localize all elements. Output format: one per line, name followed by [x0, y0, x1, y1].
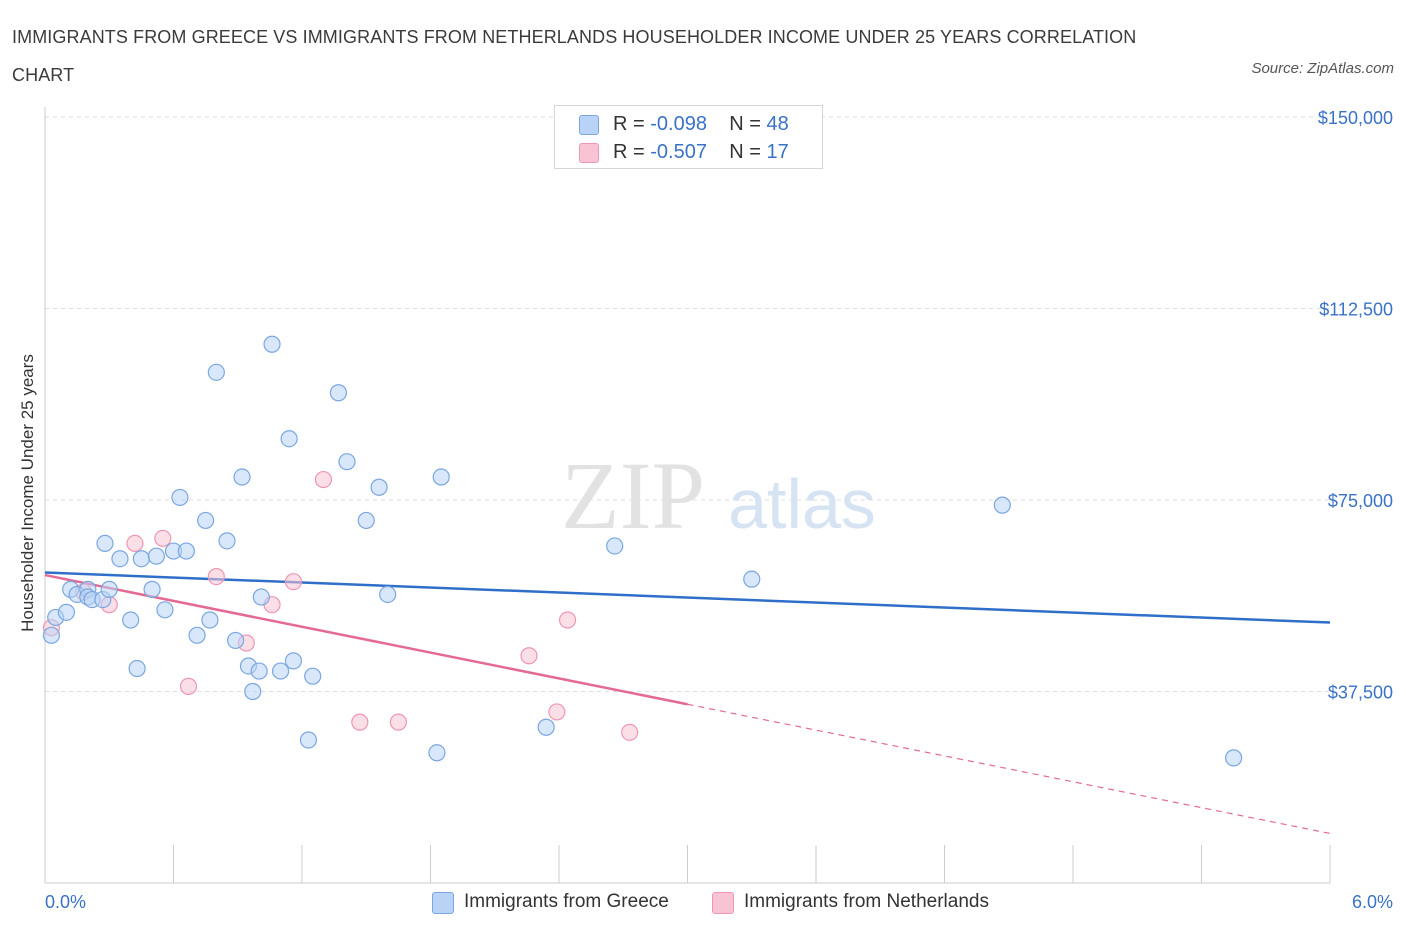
bottom-legend-label-greece: Immigrants from Greece [464, 891, 669, 912]
data-point-greece [432, 468, 450, 486]
data-point-netherlands [126, 534, 144, 553]
legend-greece-n-value: 48 [766, 113, 789, 135]
bottom-legend-swatch-greece [432, 892, 454, 914]
data-point-greece [132, 550, 150, 568]
chart-title: IMMIGRANTS FROM GREECE VS IMMIGRANTS FRO… [12, 27, 1137, 85]
data-point-greece [993, 496, 1011, 514]
data-point-netherlands [314, 470, 333, 489]
data-point-greece [128, 659, 146, 678]
legend-netherlands-n-value: 17 [766, 141, 789, 163]
chart-source: Source: ZipAtlas.com [1251, 60, 1394, 77]
legend-netherlands-r-value: -0.507 [650, 141, 707, 163]
axis-layer: $150,000 $112,500 $75,000 $37,500 0.0% 6.0% [44, 107, 1393, 912]
data-point-netherlands [351, 713, 369, 731]
legend-greece-n-label: N = [729, 113, 767, 135]
point-layer [42, 335, 1243, 767]
data-point-greece [263, 335, 281, 353]
data-point-greece [218, 532, 236, 550]
grid-layer [45, 116, 1330, 692]
data-point-greece [304, 667, 322, 685]
data-point-greece [244, 682, 262, 701]
x-tick-label-max: 6.0% [1352, 892, 1393, 912]
data-point-greece [96, 534, 114, 553]
data-point-greece [271, 662, 290, 680]
data-point-greece [201, 611, 219, 629]
data-point-netherlands [520, 647, 538, 665]
data-point-greece [338, 453, 356, 471]
bottom-legend-greece: Immigrants from Greece [432, 890, 692, 914]
data-point-greece [379, 585, 397, 604]
trend-line-greece [44, 571, 1331, 624]
data-point-greece [207, 363, 225, 381]
data-point-greece [111, 550, 129, 568]
legend-netherlands-r-label: R = [613, 141, 651, 163]
x-tick-label-min: 0.0% [45, 892, 86, 912]
data-point-greece [370, 478, 388, 496]
data-point-greece [57, 603, 76, 621]
data-point-greece [329, 384, 348, 402]
y-tick-label: $112,500 [1319, 300, 1393, 320]
data-point-greece [177, 542, 195, 560]
data-point-netherlands [548, 703, 566, 721]
data-point-greece [280, 430, 298, 448]
correlation-legend: R = -0.098 N = 48 R = -0.507 N = 17 [554, 105, 823, 169]
bottom-legend-swatch-netherlands [712, 892, 734, 914]
data-point-greece [428, 744, 446, 762]
data-point-greece [250, 662, 268, 680]
trend-layer [44, 571, 1331, 835]
data-point-greece [197, 511, 215, 530]
data-point-greece [122, 611, 140, 629]
y-tick-label: $75,000 [1328, 491, 1393, 511]
y-axis-label: Householder Income Under 25 years [18, 354, 37, 632]
data-point-greece [233, 468, 251, 486]
legend-swatch-greece [579, 115, 599, 135]
watermark-atlas: atlas [728, 465, 876, 543]
data-point-greece [537, 718, 555, 736]
data-point-netherlands [179, 677, 198, 695]
data-point-greece [357, 511, 375, 530]
data-point-greece [147, 547, 165, 565]
data-point-netherlands [389, 713, 407, 731]
y-tick-label: $37,500 [1328, 683, 1393, 703]
legend-greece-r-value: -0.098 [650, 113, 707, 135]
watermark-zip: ZIP [561, 442, 705, 549]
watermark: ZIP atlas [561, 442, 876, 549]
data-point-netherlands [284, 573, 303, 591]
bottom-legend-netherlands: Immigrants from Netherlands [712, 890, 1022, 914]
data-point-greece [227, 631, 245, 650]
data-point-greece [143, 580, 161, 598]
data-point-greece [100, 580, 118, 598]
legend-swatch-netherlands [579, 143, 599, 163]
data-point-netherlands [154, 529, 172, 547]
data-point-greece [743, 570, 761, 588]
data-point-greece [1225, 749, 1243, 767]
trend-line-netherlands-extension [687, 703, 1331, 835]
data-point-greece [42, 626, 61, 644]
data-point-greece [188, 626, 206, 644]
legend-netherlands-n-label: N = [729, 141, 767, 163]
y-tick-label: $150,000 [1318, 108, 1393, 128]
data-point-greece [156, 601, 174, 619]
data-point-greece [606, 537, 624, 555]
data-point-netherlands [558, 611, 577, 629]
legend-greece-r-label: R = [613, 113, 651, 135]
data-point-greece [299, 731, 318, 749]
data-point-greece [284, 652, 303, 670]
data-point-greece [252, 588, 270, 606]
data-point-netherlands [621, 723, 639, 741]
data-point-greece [171, 488, 189, 507]
data-point-netherlands [207, 567, 225, 586]
bottom-legend-label-netherlands: Immigrants from Netherlands [744, 891, 989, 912]
